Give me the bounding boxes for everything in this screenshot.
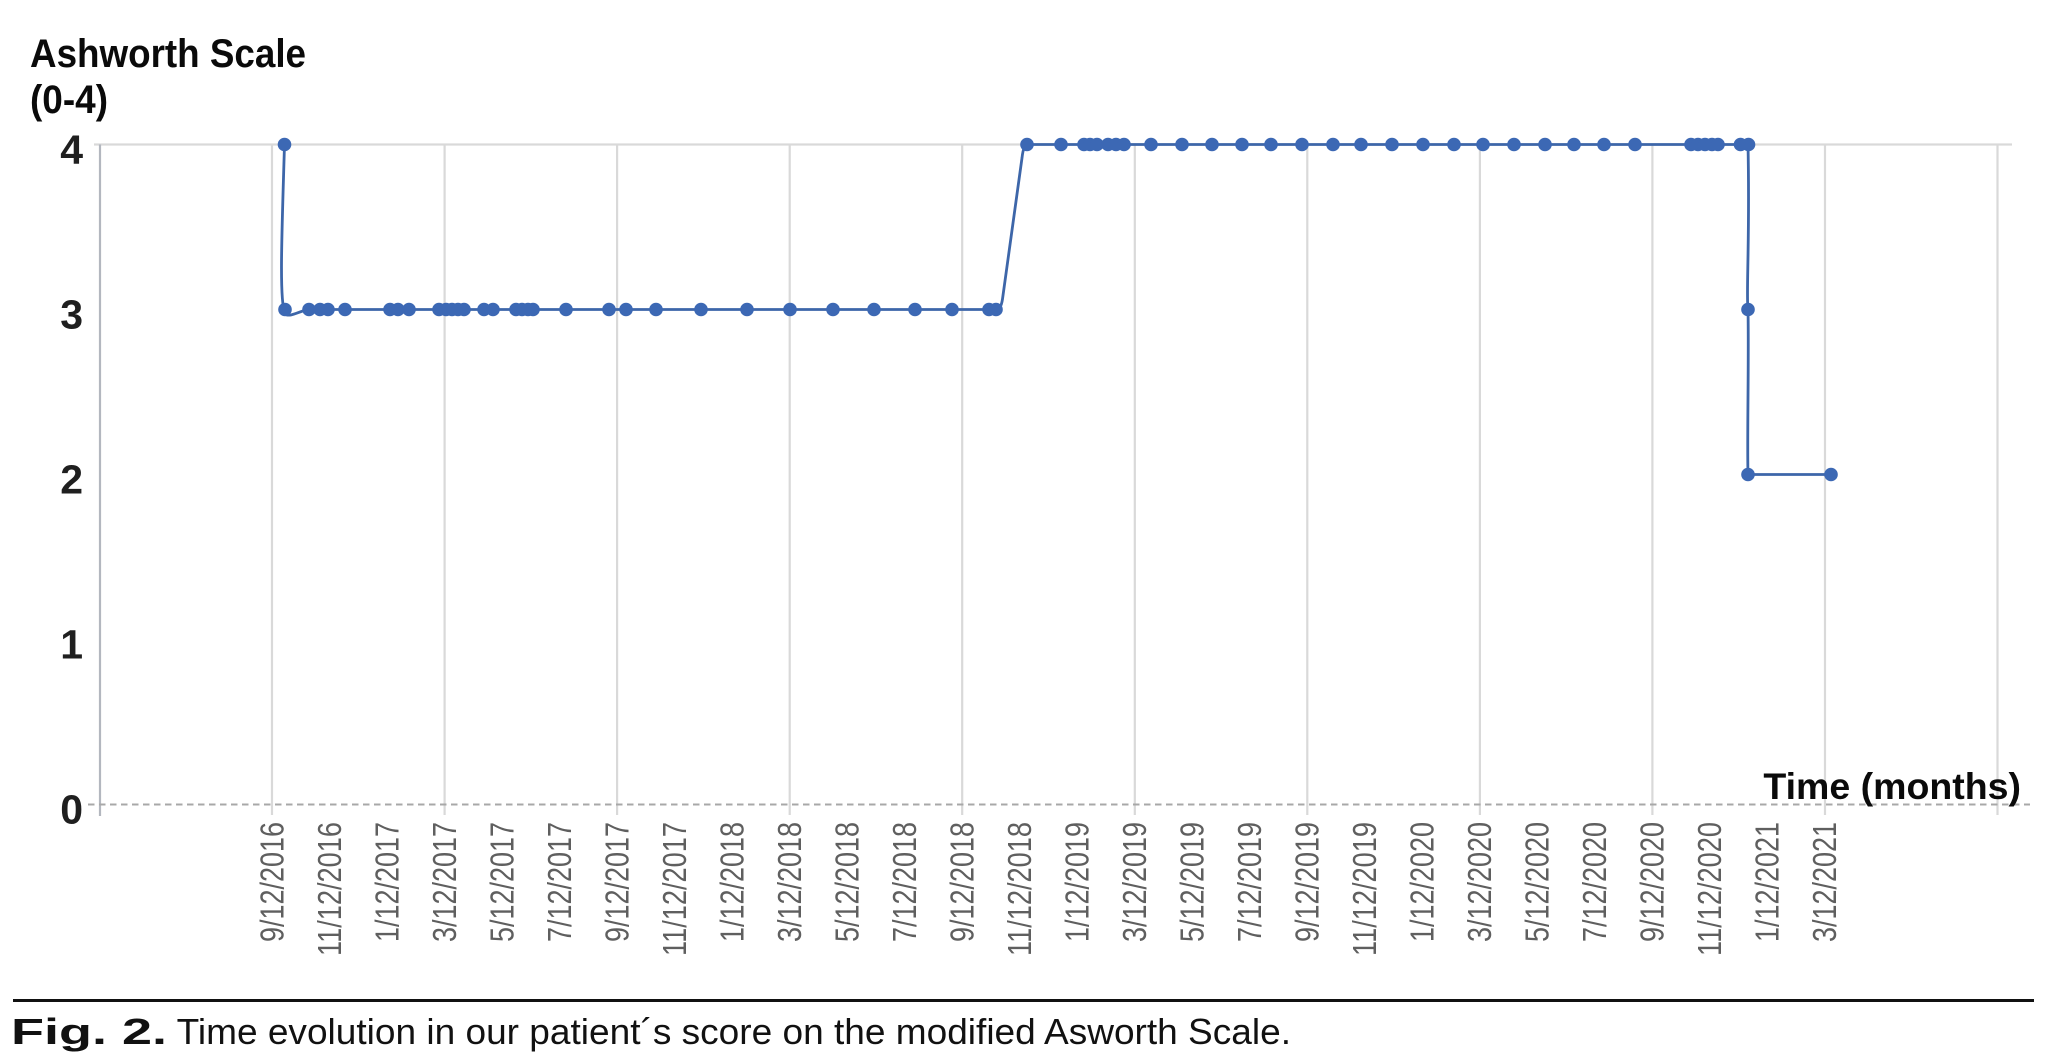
svg-text:7/12/2017: 7/12/2017 [541, 822, 578, 942]
svg-text:11/12/2016: 11/12/2016 [311, 822, 348, 956]
svg-text:7/12/2018: 7/12/2018 [886, 822, 923, 942]
svg-text:Time (months): Time (months) [1763, 765, 2021, 807]
svg-text:3/12/2021: 3/12/2021 [1806, 822, 1843, 942]
svg-text:1/12/2021: 1/12/2021 [1749, 822, 1786, 942]
svg-text:9/12/2020: 9/12/2020 [1634, 822, 1671, 942]
svg-text:9/12/2016: 9/12/2016 [254, 822, 291, 942]
svg-text:11/12/2017: 11/12/2017 [656, 822, 693, 956]
svg-text:9/12/2018: 9/12/2018 [944, 822, 981, 942]
svg-text:5/12/2019: 5/12/2019 [1174, 822, 1211, 942]
svg-text:9/12/2017: 9/12/2017 [599, 822, 636, 942]
svg-text:3/12/2017: 3/12/2017 [426, 822, 463, 942]
svg-text:11/12/2019: 11/12/2019 [1346, 822, 1383, 956]
svg-text:9/12/2019: 9/12/2019 [1289, 822, 1326, 942]
svg-text:3/12/2018: 3/12/2018 [771, 822, 808, 942]
svg-text:3/12/2020: 3/12/2020 [1461, 822, 1498, 942]
svg-text:4: 4 [60, 127, 83, 173]
svg-text:5/12/2018: 5/12/2018 [829, 822, 866, 942]
svg-text:Fig. 2. Time evolution in our: Fig. 2. Time evolution in our patient´s … [11, 1011, 1291, 1052]
svg-text:1/12/2017: 1/12/2017 [369, 822, 406, 942]
svg-text:(0-4): (0-4) [30, 78, 108, 122]
svg-text:7/12/2019: 7/12/2019 [1231, 822, 1268, 942]
svg-text:5/12/2020: 5/12/2020 [1519, 822, 1556, 942]
svg-text:7/12/2020: 7/12/2020 [1576, 822, 1613, 942]
svg-text:1/12/2019: 1/12/2019 [1059, 822, 1096, 942]
svg-text:3: 3 [60, 292, 83, 338]
svg-text:2: 2 [60, 457, 83, 503]
svg-text:1/12/2020: 1/12/2020 [1404, 822, 1441, 942]
svg-text:Ashworth Scale: Ashworth Scale [30, 32, 306, 76]
svg-text:1: 1 [60, 622, 83, 668]
svg-text:0: 0 [60, 787, 83, 833]
svg-text:5/12/2017: 5/12/2017 [484, 822, 521, 942]
svg-text:3/12/2019: 3/12/2019 [1116, 822, 1153, 942]
svg-text:11/12/2020: 11/12/2020 [1691, 822, 1728, 956]
svg-text:11/12/2018: 11/12/2018 [1001, 822, 1038, 956]
svg-text:1/12/2018: 1/12/2018 [714, 822, 751, 942]
